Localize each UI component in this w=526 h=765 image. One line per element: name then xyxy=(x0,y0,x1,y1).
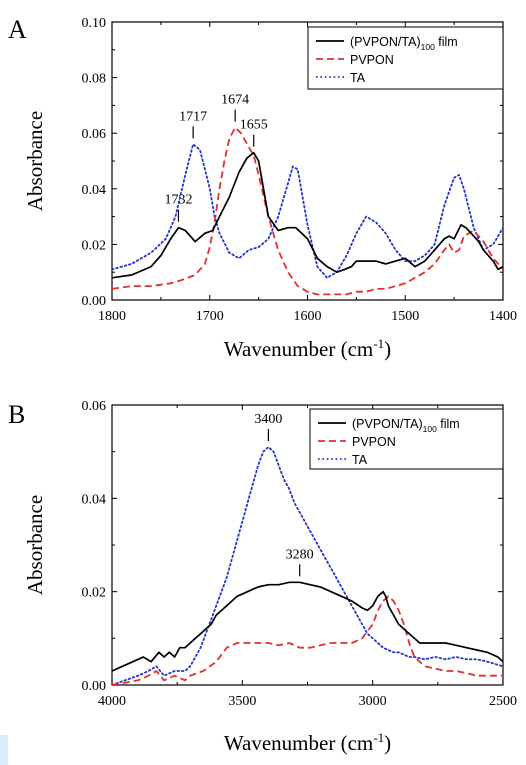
legend-box xyxy=(309,408,504,470)
x-tick-label: 4000 xyxy=(98,694,126,709)
y-axis-title: Absorbance xyxy=(23,495,47,595)
series-line-pvpon xyxy=(112,126,503,296)
y-tick-label: 0.00 xyxy=(82,679,107,694)
peak-label: 1717 xyxy=(179,109,207,124)
x-tick-label: 1400 xyxy=(489,309,517,324)
y-tick-label: 0.02 xyxy=(82,238,107,253)
x-axis-title: Wavenumber (cm-1) xyxy=(224,730,391,755)
series-line--pvpon-ta-100-film xyxy=(112,151,503,279)
y-tick-label: 0.10 xyxy=(82,16,107,31)
x-axis-title-superscript: -1 xyxy=(373,336,384,351)
legend-label: (PVPON/TA)100 film xyxy=(352,417,460,434)
y-tick-label: 0.02 xyxy=(82,586,107,601)
x-tick-label: 3500 xyxy=(228,694,256,709)
legend-label-subscript: 100 xyxy=(423,424,437,434)
y-axis-title: Absorbance xyxy=(23,111,47,211)
series-line-ta xyxy=(112,446,503,685)
peak-label: 3400 xyxy=(254,412,282,427)
peak-label: 3280 xyxy=(286,547,314,562)
legend-label-subscript: 100 xyxy=(421,42,435,52)
peak-label: 1674 xyxy=(221,93,249,108)
chart-panel-b: B 4000 3500 3000 2500 0.00 0.02 0.04 0.06 Absorba… xyxy=(8,399,517,755)
peak-label: 1655 xyxy=(240,118,268,133)
y-tick-label: 0.04 xyxy=(82,492,107,507)
y-tick-label: 0.08 xyxy=(82,72,107,87)
y-tick-label: 0.06 xyxy=(82,399,107,414)
x-tick-label: 3000 xyxy=(359,694,387,709)
x-tick-label: 1500 xyxy=(391,309,419,324)
x-axis-title-tail: ) xyxy=(384,337,391,361)
y-tick-label: 0.06 xyxy=(82,127,107,142)
x-axis-title: Wavenumber (cm-1) xyxy=(224,336,391,361)
legend-label-tail: film xyxy=(437,417,460,431)
panel-label: A xyxy=(8,15,27,44)
panel-label: B xyxy=(8,400,25,429)
legend-label: (PVPON/TA)100 film xyxy=(350,35,458,52)
x-axis-title-tail: ) xyxy=(384,731,391,755)
legend-label: PVPON xyxy=(352,435,396,449)
decorative-edge-strip xyxy=(0,735,8,765)
legend-label: TA xyxy=(350,71,366,85)
peak-label: 1732 xyxy=(164,193,192,208)
legend-label: PVPON xyxy=(350,53,394,67)
series-line-pvpon xyxy=(112,595,503,685)
x-axis-title-main: Wavenumber (cm xyxy=(224,731,373,755)
x-tick-label: 2500 xyxy=(489,694,517,709)
legend-box xyxy=(307,26,504,90)
y-tick-label: 0.04 xyxy=(82,183,107,198)
x-tick-label: 1600 xyxy=(294,309,322,324)
y-tick-label: 0.00 xyxy=(82,294,107,309)
x-tick-label: 1700 xyxy=(196,309,224,324)
series-line-ta xyxy=(112,143,503,279)
legend-label-tail: film xyxy=(435,35,458,49)
legend-label-main: (PVPON/TA) xyxy=(350,35,421,49)
x-tick-label: 1800 xyxy=(98,309,126,324)
chart-panel-a: A 1800 1700 1600 1500 1400 0.00 0.02 0.04 0.06 0.0… xyxy=(8,15,517,361)
legend-label: TA xyxy=(352,453,368,467)
x-axis-title-main: Wavenumber (cm xyxy=(224,337,373,361)
legend-label-main: (PVPON/TA) xyxy=(352,417,423,431)
x-axis-title-superscript: -1 xyxy=(373,730,384,745)
series-line--pvpon-ta-100-film xyxy=(112,581,503,672)
